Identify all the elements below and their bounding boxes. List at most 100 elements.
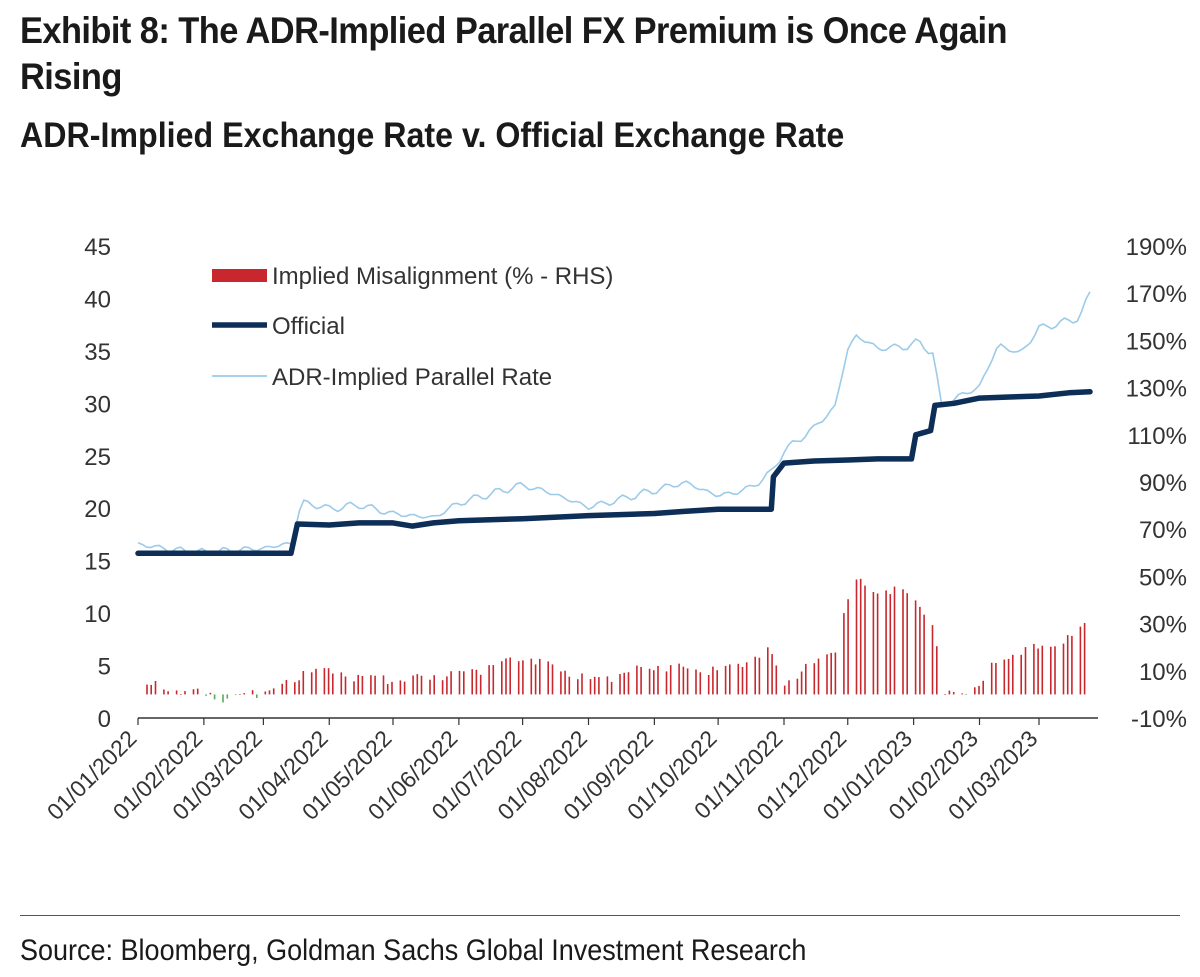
misalignment-bar bbox=[669, 665, 672, 695]
misalignment-bar bbox=[226, 694, 229, 699]
misalignment-bar bbox=[1079, 626, 1082, 695]
misalignment-bar bbox=[1033, 643, 1035, 695]
misalignment-bar bbox=[783, 685, 786, 695]
misalignment-bar bbox=[640, 667, 642, 695]
misalignment-bar bbox=[813, 663, 816, 695]
misalignment-bar bbox=[564, 670, 566, 695]
misalignment-bar bbox=[729, 664, 731, 695]
misalignment-bar bbox=[716, 670, 718, 695]
misalignment-bar bbox=[391, 681, 393, 695]
misalignment-bar bbox=[961, 693, 963, 695]
misalignment-bar bbox=[830, 652, 832, 695]
misalignment-bar bbox=[433, 675, 435, 695]
source-note: Source: Bloomberg, Goldman Sachs Global … bbox=[20, 934, 807, 967]
misalignment-bar bbox=[488, 665, 490, 695]
misalignment-bar bbox=[859, 578, 862, 695]
legend-label: Implied Misalignment (% - RHS) bbox=[272, 263, 613, 290]
misalignment-bar bbox=[864, 585, 866, 695]
misalignment-bar bbox=[944, 694, 946, 695]
legend-swatch-misalignment bbox=[212, 269, 267, 282]
misalignment-bar bbox=[1054, 646, 1056, 695]
misalignment-bar bbox=[209, 692, 212, 695]
misalignment-bar bbox=[606, 676, 609, 695]
misalignment-bar bbox=[1012, 654, 1014, 695]
misalignment-bar bbox=[1071, 635, 1073, 695]
misalignment-bar bbox=[754, 656, 756, 695]
misalignment-bar bbox=[479, 674, 482, 695]
y-left-tick-label: 40 bbox=[84, 286, 111, 313]
misalignment-bar bbox=[826, 654, 828, 695]
misalignment-bar bbox=[758, 657, 761, 695]
misalignment-bar bbox=[150, 684, 152, 695]
misalignment-bar bbox=[175, 690, 178, 695]
misalignment-bar bbox=[1007, 658, 1010, 695]
misalignment-bar bbox=[505, 658, 507, 695]
misalignment-bar bbox=[982, 680, 984, 695]
misalignment-bar bbox=[403, 681, 406, 695]
misalignment-bar bbox=[800, 671, 803, 695]
misalignment-bar bbox=[636, 665, 638, 695]
misalignment-bar bbox=[256, 694, 258, 698]
misalignment-bar bbox=[547, 661, 549, 695]
misalignment-bar bbox=[441, 680, 444, 695]
misalignment-bar bbox=[332, 673, 334, 695]
misalignment-bar bbox=[353, 681, 355, 695]
misalignment-bar bbox=[315, 668, 317, 695]
misalignment-bar bbox=[560, 671, 562, 695]
misalignment-bar bbox=[906, 593, 908, 695]
misalignment-bar bbox=[581, 673, 583, 695]
misalignment-bar bbox=[458, 670, 461, 695]
y-left-tick-label: 0 bbox=[98, 706, 111, 733]
misalignment-bar bbox=[745, 662, 748, 695]
legend-label: ADR-Implied Parallel Rate bbox=[272, 364, 552, 391]
misalignment-bar bbox=[205, 694, 207, 696]
misalignment-bar bbox=[682, 666, 685, 695]
misalignment-bar bbox=[589, 679, 592, 695]
misalignment-bar bbox=[239, 694, 241, 695]
misalignment-bar bbox=[251, 690, 254, 695]
y-right-tick-label: 190% bbox=[1126, 234, 1187, 261]
page-title: Exhibit 8: The ADR-Implied Parallel FX P… bbox=[20, 10, 1008, 97]
misalignment-bar bbox=[699, 672, 702, 695]
misalignment-bar bbox=[796, 678, 799, 695]
misalignment-bar bbox=[775, 665, 778, 695]
misalignment-bar bbox=[450, 671, 452, 695]
misalignment-bar bbox=[737, 663, 740, 695]
official-rate-series bbox=[135, 389, 1093, 557]
misalignment-bar bbox=[154, 681, 157, 695]
misalignment-bar bbox=[974, 687, 976, 695]
misalignment-bar bbox=[163, 689, 165, 695]
misalignment-bar bbox=[522, 660, 524, 695]
misalignment-bar bbox=[855, 579, 858, 695]
misalignment-bar bbox=[399, 680, 402, 695]
misalignment-bar bbox=[889, 594, 892, 695]
misalignment-bar bbox=[285, 680, 288, 695]
misalignment-bar bbox=[327, 668, 330, 695]
misalignment-bar bbox=[1083, 623, 1086, 695]
y-right-tick-label: 90% bbox=[1139, 470, 1187, 497]
misalignment-bar bbox=[919, 606, 921, 695]
misalignment-bar bbox=[923, 614, 925, 695]
misalignment-bar bbox=[948, 690, 951, 695]
misalignment-bar bbox=[340, 672, 343, 695]
misalignment-bar bbox=[281, 683, 283, 695]
misalignment-bar bbox=[1024, 647, 1027, 695]
misalignment-bar bbox=[598, 677, 600, 695]
misalignment-bar bbox=[1037, 648, 1039, 695]
misalignment-bar bbox=[686, 668, 689, 695]
misalignment-bar bbox=[990, 662, 993, 695]
misalignment-bar bbox=[788, 680, 790, 695]
misalignment-bar bbox=[885, 590, 887, 695]
misalignment-bar bbox=[361, 676, 364, 695]
misalignment-bar bbox=[665, 671, 668, 695]
misalignment-bar bbox=[234, 694, 237, 696]
misalignment-bar bbox=[272, 688, 275, 695]
misalignment-bar bbox=[386, 684, 389, 695]
misalignment-bar bbox=[914, 600, 917, 695]
y-left-tick-label: 20 bbox=[84, 496, 111, 523]
misalignment-bar bbox=[243, 693, 245, 695]
misalignment-bar bbox=[264, 691, 267, 695]
legend-label: Official bbox=[272, 313, 345, 340]
misalignment-bar bbox=[509, 657, 511, 695]
misalignment-bar bbox=[741, 667, 744, 695]
